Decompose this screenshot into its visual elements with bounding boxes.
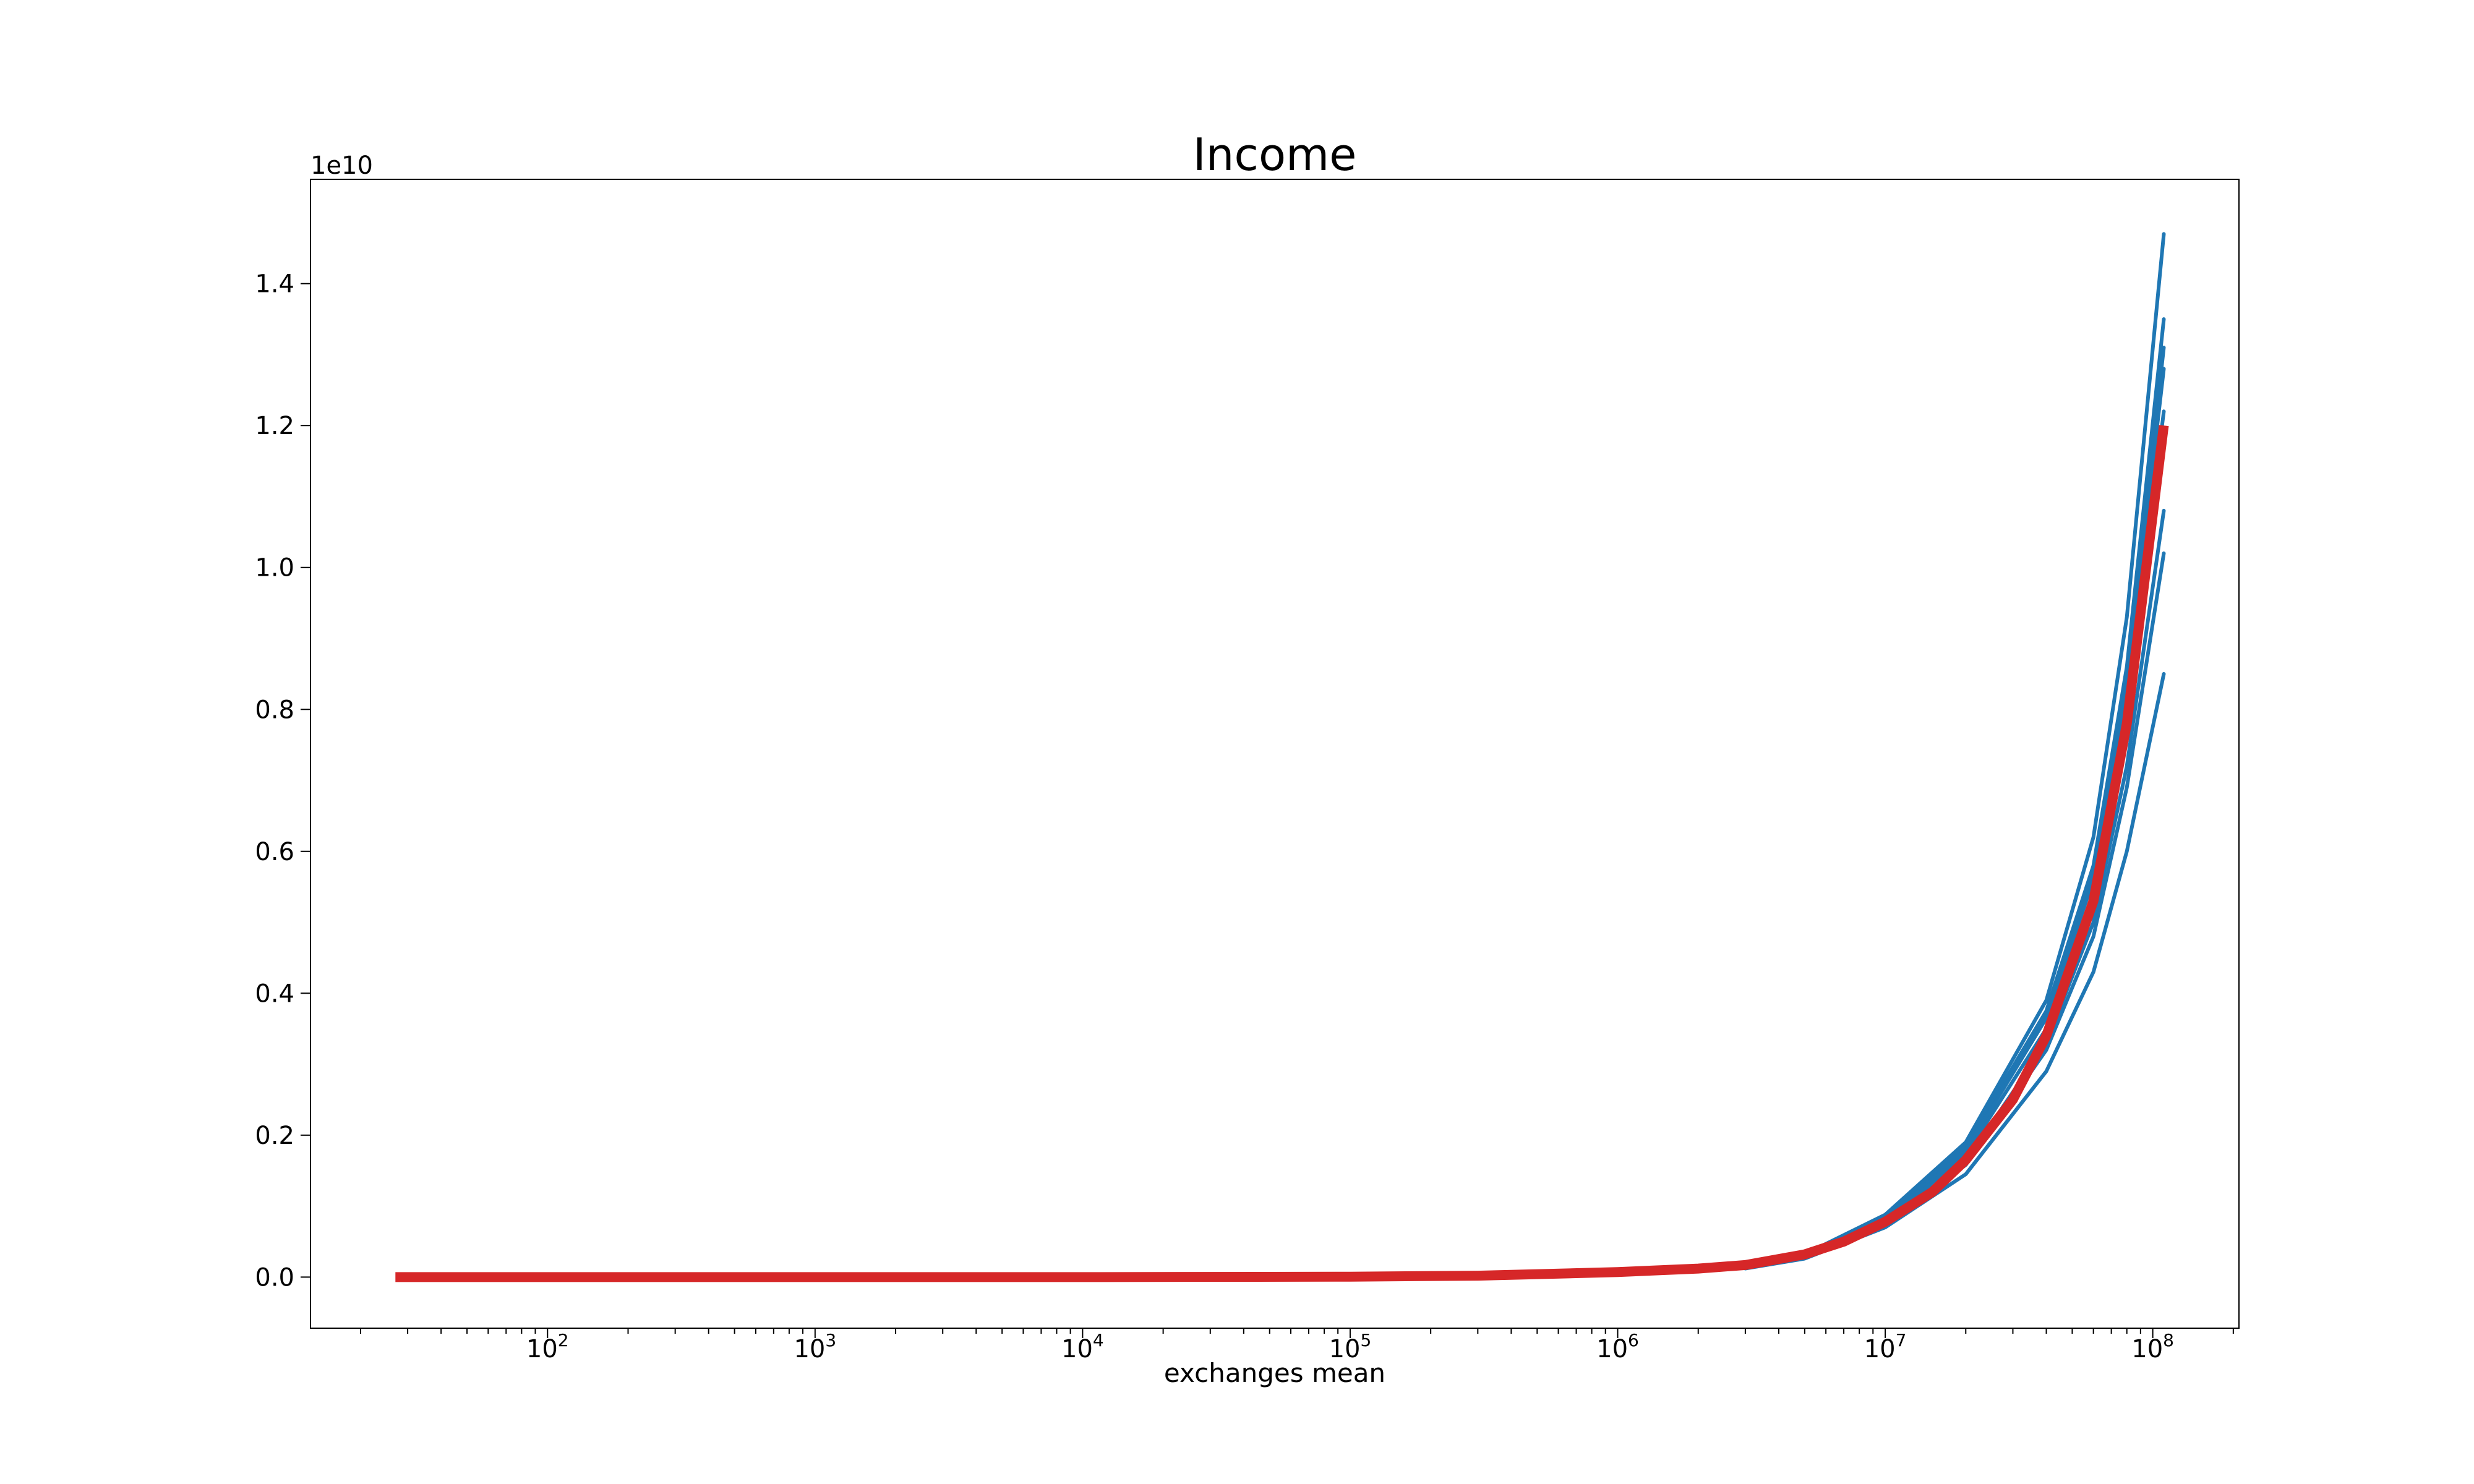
run-lines: [1743, 232, 2166, 1271]
x-tick-label: 107: [1864, 1330, 1907, 1363]
x-tick-label: 108: [2131, 1330, 2174, 1363]
y-tick-label: 0.0: [255, 1263, 294, 1292]
run-line: [1743, 232, 2166, 1269]
y-tick-label: 0.4: [255, 979, 294, 1008]
y-axis-offset-label: 1e10: [310, 151, 373, 180]
x-tick-label: 106: [1596, 1330, 1639, 1363]
y-tick-label: 1.2: [255, 412, 294, 440]
y-tick-label: 0.2: [255, 1122, 294, 1150]
plot-frame: [310, 179, 2240, 1329]
mean-line-layer: [395, 425, 2169, 1282]
run-line: [1743, 346, 2166, 1269]
x-tick-label: 103: [794, 1330, 836, 1363]
x-tick-label: 105: [1329, 1330, 1372, 1363]
run-line: [1743, 672, 2166, 1271]
mean-line: [395, 425, 2169, 1282]
y-tick-label: 1.4: [255, 270, 294, 299]
x-tick-label: 102: [526, 1330, 569, 1363]
x-tick-label: 104: [1061, 1330, 1104, 1363]
y-tick-label: 0.8: [255, 696, 294, 724]
x-axis-label: exchanges mean: [1164, 1358, 1385, 1388]
axis-ticks: 102 103 104 105 106 107 108 0.0 0.2 0.4 0.6 0.8 1.0 1…: [255, 270, 2234, 1363]
y-tick-label: 0.6: [255, 838, 294, 866]
y-tick-label: 1.0: [255, 554, 294, 582]
chart-title: Income: [1193, 129, 1357, 181]
